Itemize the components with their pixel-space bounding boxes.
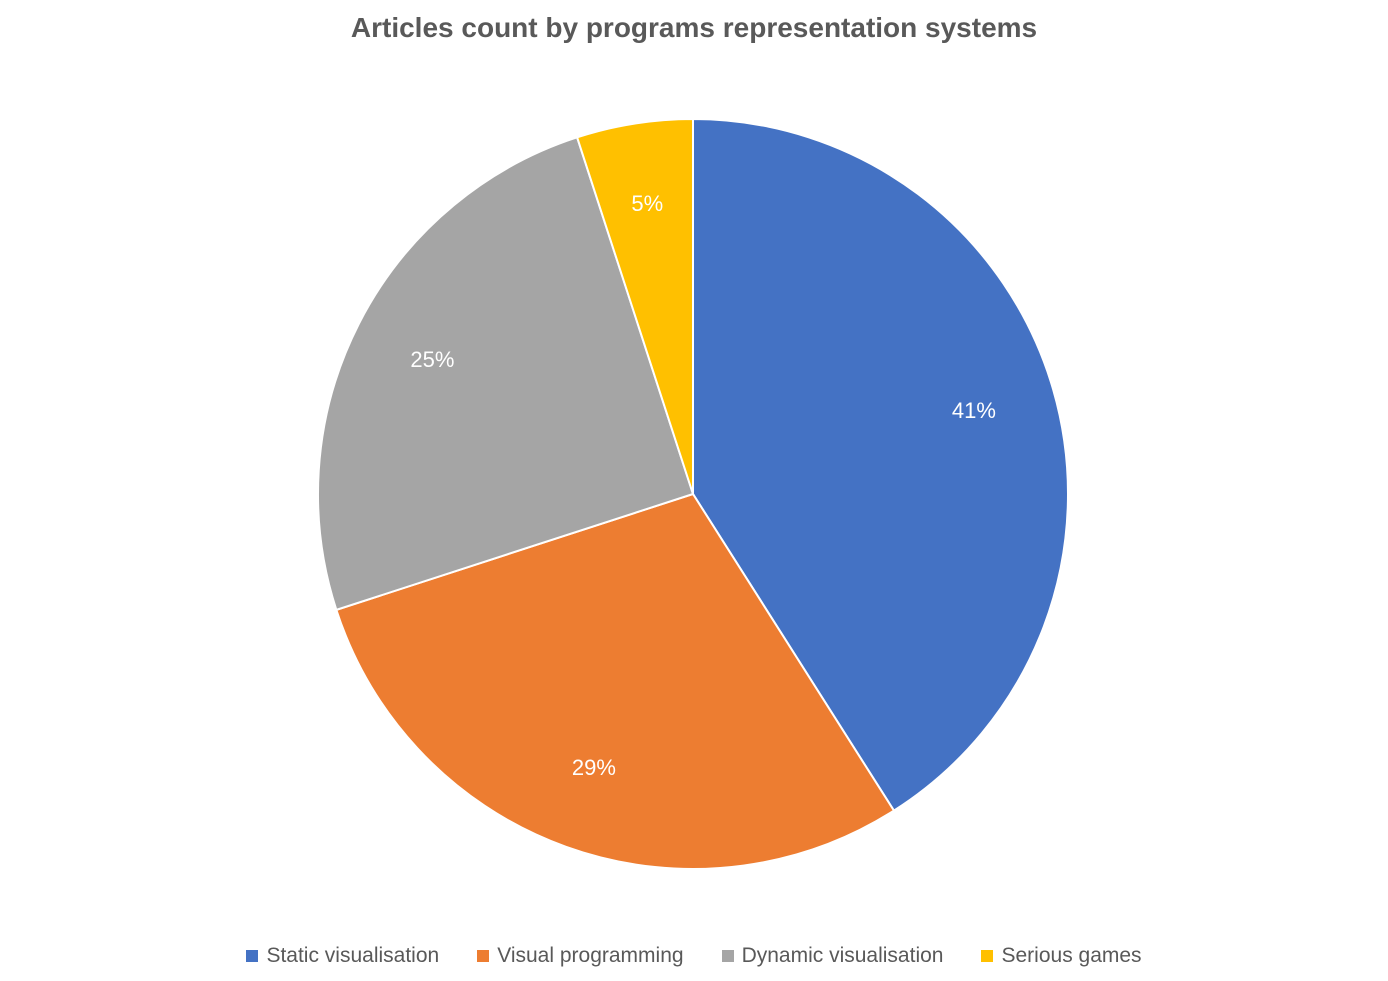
- legend-item-dynamic-visualisation: Dynamic visualisation: [721, 944, 944, 968]
- pie-slice-static-visualisation: [692, 117, 1069, 813]
- legend-label: Serious games: [1001, 944, 1142, 967]
- data-label-dynamic-visualisation: 25%: [410, 347, 454, 372]
- pie-slices: [317, 117, 1069, 870]
- pie-labels: 41% 29% 25% 5%: [410, 191, 996, 780]
- chart-title: Articles count by programs representatio…: [350, 12, 1038, 43]
- legend-label: Visual programming: [497, 944, 684, 967]
- legend-item-static-visualisation: Static visualisation: [246, 944, 439, 968]
- legend-swatch: [477, 950, 490, 962]
- legend-label: Dynamic visualisation: [741, 944, 944, 967]
- legend-item-serious-games: Serious games: [981, 944, 1142, 968]
- legend: Static visualisation Visual programming …: [0, 944, 1388, 968]
- legend-swatch: [246, 950, 259, 962]
- legend-item-visual-programming: Visual programming: [477, 944, 684, 968]
- pie-slice-visual-programming: [335, 492, 896, 870]
- data-label-serious-games: 5%: [631, 191, 663, 216]
- pie-slice-serious-games: [575, 117, 694, 495]
- legend-swatch: [721, 950, 734, 962]
- pie-slice-dynamic-visualisation: [317, 136, 695, 612]
- legend-swatch: [981, 950, 994, 962]
- data-label-visual-programming: 29%: [572, 755, 616, 780]
- legend-label: Static visualisation: [266, 944, 440, 967]
- data-label-static-visualisation: 41%: [952, 398, 996, 423]
